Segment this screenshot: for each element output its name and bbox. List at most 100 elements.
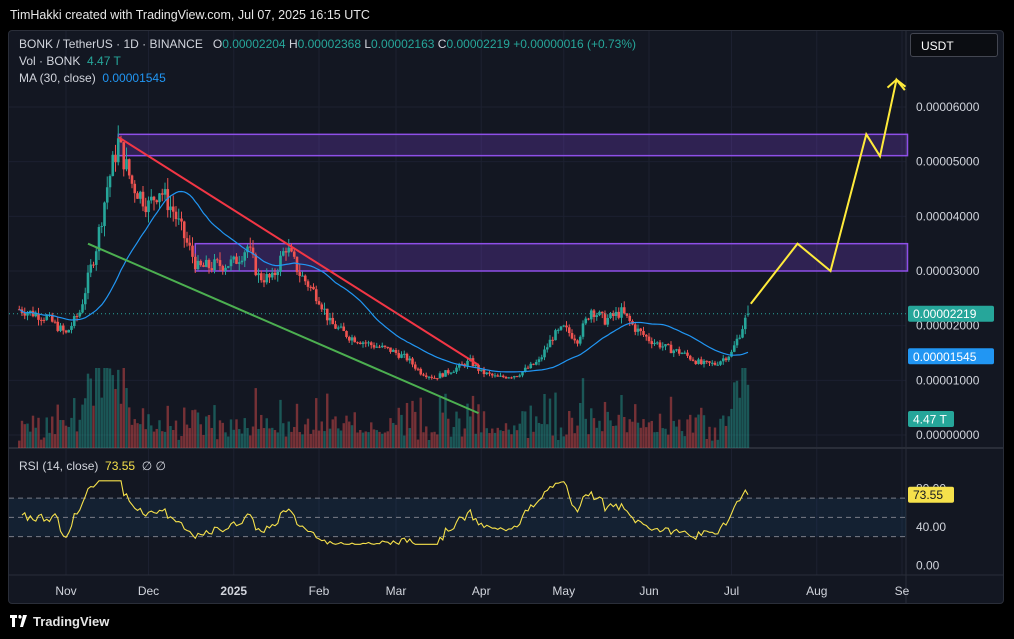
candle-body — [284, 251, 288, 253]
volume-bar — [653, 432, 656, 448]
volume-bar — [262, 428, 266, 448]
candle-body — [103, 202, 106, 227]
candle-body — [570, 333, 574, 339]
rsi-hidden-icons: ∅ ∅ — [141, 459, 166, 473]
volume-bar — [18, 440, 21, 448]
volume-bar — [529, 405, 532, 448]
volume-bar — [455, 411, 458, 448]
candle-body — [606, 318, 610, 325]
volume-bar — [565, 434, 568, 448]
candle-body — [702, 360, 706, 365]
volume-bar — [697, 414, 700, 448]
volume-bar — [62, 420, 65, 448]
candle-body — [364, 342, 368, 344]
candle-body — [130, 175, 134, 184]
volume-bar — [92, 405, 95, 448]
volume-bar — [493, 432, 497, 448]
candle-body — [397, 353, 401, 358]
candle-body — [191, 245, 194, 257]
volume-bar — [625, 432, 629, 448]
volume-bar — [158, 420, 161, 448]
candle-body — [691, 359, 695, 361]
volume-bar — [551, 435, 554, 448]
time-tick-label: Nov — [55, 584, 76, 598]
candle-body — [642, 331, 645, 335]
candle-body — [336, 327, 340, 329]
candle-body — [141, 191, 145, 207]
candle-body — [721, 358, 725, 362]
volume-bar — [738, 397, 741, 448]
candle-body — [281, 251, 285, 256]
candle-body — [512, 376, 516, 378]
close-value: 0.00002219 — [446, 37, 510, 51]
candle-body — [204, 259, 208, 267]
candle-body — [353, 337, 357, 343]
volume-bar — [185, 424, 189, 448]
candle-body — [661, 346, 665, 348]
volume-bar — [647, 422, 651, 448]
volume-bar — [471, 395, 475, 448]
candle-body — [83, 293, 87, 305]
candle-body — [202, 265, 205, 267]
candle-body — [482, 369, 486, 375]
volume-bar — [48, 432, 51, 448]
tradingview-logo[interactable]: TradingView — [10, 614, 109, 629]
candle-body — [413, 364, 417, 369]
price-tick-label: 0.00001000 — [916, 373, 980, 387]
candle-body — [433, 377, 436, 379]
volume-bar — [353, 412, 356, 448]
legend-ma-row[interactable]: MA (30, close) 0.00001545 — [19, 71, 166, 85]
volume-bar — [125, 388, 128, 448]
price-chart[interactable]: 0.00006000 0.00005000 0.00004000 0.00003000… — [9, 31, 1004, 604]
volume-bar — [664, 428, 667, 448]
candle-body — [545, 347, 549, 350]
candle-body — [389, 347, 392, 352]
volume-bar — [559, 427, 563, 448]
volume-bar — [386, 431, 389, 448]
currency-button[interactable]: USDT — [910, 33, 998, 57]
candle-body — [650, 341, 654, 345]
candle-body — [320, 304, 324, 310]
volume-bar — [383, 432, 387, 448]
volume-bar — [70, 417, 73, 448]
volume-bar — [78, 419, 81, 448]
volume-bar — [331, 419, 334, 448]
candle-body — [578, 336, 582, 344]
volume-bar — [276, 432, 279, 448]
attribution-text: TimHakki created with TradingView.com, J… — [10, 8, 370, 22]
candle-body — [510, 377, 513, 379]
candle-body — [504, 376, 508, 379]
volume-bar — [515, 430, 519, 448]
volume-bar — [334, 416, 337, 448]
candle-body — [331, 317, 335, 325]
volume-bar — [342, 423, 345, 448]
candle-body — [584, 318, 588, 324]
volume-bar — [119, 403, 123, 448]
volume-bar — [719, 418, 722, 448]
candle-body — [622, 307, 626, 314]
rsi-legend[interactable]: RSI (14, close) 73.55 ∅ ∅ — [19, 459, 166, 473]
volume-bar — [251, 426, 255, 448]
candle-body — [730, 351, 733, 357]
volume-bar — [315, 398, 318, 448]
volume-bar — [136, 423, 139, 448]
candle-body — [347, 336, 351, 341]
candle-body — [609, 313, 612, 319]
candle-body — [732, 345, 736, 352]
volume-bar — [265, 418, 268, 448]
candle-body — [180, 218, 183, 222]
time-tick-label: Feb — [309, 584, 330, 598]
volume-bar — [617, 414, 620, 448]
candle-body — [240, 260, 244, 263]
tradingview-logo-icon — [10, 615, 27, 627]
volume-bar — [42, 437, 46, 448]
volume-bar — [317, 430, 321, 448]
volume-bar — [741, 368, 744, 448]
ma-label: MA (30, close) — [19, 71, 96, 85]
volume-bar — [103, 368, 106, 448]
legend-volume-row[interactable]: Vol · BONK 4.47 T — [19, 54, 121, 68]
volume-bar — [532, 431, 535, 448]
volume-bar — [598, 420, 601, 448]
symbol-title[interactable]: BONK / TetherUS · 1D · BINANCE — [19, 37, 203, 51]
candle-body — [562, 325, 566, 327]
